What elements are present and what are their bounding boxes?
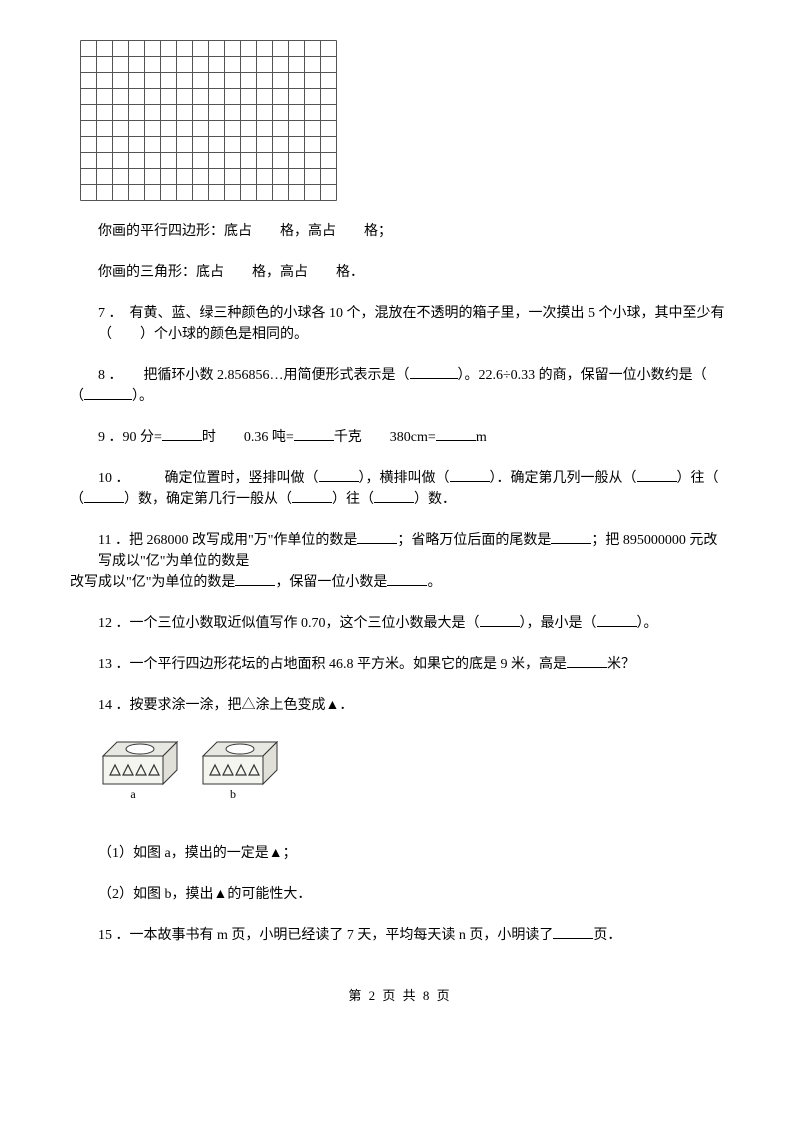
q12-t1: 一个三位小数取近似值写作 0.70，这个三位小数最大是（ [130, 616, 480, 631]
q11-t5: 。 [427, 575, 441, 590]
q12-number: 12 ． [98, 616, 130, 631]
q10-t5: ）数，确定第几行一般从（ [124, 492, 292, 507]
svg-text:b: b [230, 787, 236, 801]
q8-text-c: ）。 [132, 389, 153, 404]
q14-sub-2: （2）如图 b，摸出▲的可能性大． [98, 884, 730, 905]
question-14: 14 ．按要求涂一涂，把△涂上色变成▲． [98, 695, 730, 716]
q13-t2: 米？ [607, 657, 635, 672]
question-7: 7 ． 有黄、蓝、绿三种颜色的小球各 10 个，混放在不透明的箱子里，一次摸出 … [98, 303, 730, 345]
q10-t2: ），横排叫做（ [359, 471, 450, 486]
question-13: 13 ．一个平行四边形花坛的占地面积 46.8 平方米。如果它的底是 9 米，高… [98, 654, 730, 675]
q10-t1: 确定位置时，竖排叫做（ [123, 471, 319, 486]
q13-number: 13 ． [98, 657, 130, 672]
question-12: 12 ．一个三位小数取近似值写作 0.70，这个三位小数最大是（ ），最小是（ ）。 [98, 613, 730, 634]
q8-blank-1[interactable] [410, 365, 458, 379]
q12-blank-1[interactable] [480, 613, 520, 627]
q10-blank-5[interactable] [292, 489, 332, 503]
question-8: 8 ． 把循环小数 2.856856…用简便形式表示是（ ）。22.6÷0.33 … [70, 365, 730, 407]
q12-t3: ）。 [637, 616, 658, 631]
q15-blank-1[interactable] [553, 925, 593, 939]
q10-t7: ）数． [414, 492, 456, 507]
question-11: 11 ．把 268000 改写成用"万"作单位的数是；省略万位后面的尾数是；把 … [70, 530, 730, 593]
q14-t: 按要求涂一涂，把△涂上色变成▲． [130, 698, 354, 713]
q11-t1: 把 268000 改写成用"万"作单位的数是 [129, 533, 357, 548]
svg-text:a: a [130, 787, 136, 801]
q9-a2: 时 0.36 吨= [202, 430, 294, 445]
triangle-prompt: 你画的三角形：底占 格，高占 格． [98, 262, 730, 283]
q10-blank-4[interactable] [84, 489, 124, 503]
q9-a4: m [476, 430, 487, 445]
question-9: 9 ．90 分= 时 0.36 吨= 千克 380cm= m [98, 427, 730, 448]
q11-t2: ；省略万位后面的尾数是 [397, 533, 551, 548]
q12-t2: ），最小是（ [520, 616, 597, 631]
q8-number: 8 ． [98, 368, 116, 383]
q10-t3: ）．确定第几列一般从（ [490, 471, 637, 486]
cubes-svg: ab [98, 736, 298, 816]
answer-grid [80, 40, 730, 201]
q8-text-a: 把循环小数 2.856856…用简便形式表示是（ [116, 368, 410, 383]
question-10: 10 ． 确定位置时，竖排叫做（），横排叫做（）．确定第几列一般从（）往（ （）… [70, 468, 730, 510]
q10-number: 10 ． [98, 471, 123, 486]
q11-blank-2[interactable] [551, 530, 591, 544]
q11-blank-3[interactable] [235, 572, 275, 586]
q10-blank-1[interactable] [319, 468, 359, 482]
q9-blank-1[interactable] [162, 427, 202, 441]
q11-blank-1[interactable] [357, 530, 397, 544]
q11-t4: ，保留一位小数是 [275, 575, 387, 590]
q9-number: 9 ． [98, 430, 123, 445]
q10-t6: ）往（ [332, 492, 374, 507]
parallelogram-prompt: 你画的平行四边形：底占 格，高占 格； [98, 221, 730, 242]
q10-blank-2[interactable] [450, 468, 490, 482]
q7-text: 有黄、蓝、绿三种颜色的小球各 10 个，混放在不透明的箱子里，一次摸出 5 个小… [98, 306, 725, 342]
q11-blank-4[interactable] [387, 572, 427, 586]
q9-blank-2[interactable] [294, 427, 334, 441]
q14-number: 14 ． [98, 698, 130, 713]
q8-blank-2[interactable] [84, 386, 132, 400]
q8-text-b: ）。22.6÷0.33 的商，保留一位小数约是（ [458, 368, 707, 383]
q15-t2: 页． [593, 928, 621, 943]
q13-t1: 一个平行四边形花坛的占地面积 46.8 平方米。如果它的底是 9 米，高是 [130, 657, 568, 672]
q12-blank-2[interactable] [597, 613, 637, 627]
q7-number: 7 ． [98, 306, 116, 321]
q14-sub-1: （1）如图 a，摸出的一定是▲； [98, 843, 730, 864]
q9-a: 90 分= [123, 430, 162, 445]
q9-a3: 千克 380cm= [334, 430, 436, 445]
q15-number: 15 ． [98, 928, 130, 943]
q10-t4: ）往（ [677, 471, 719, 486]
q13-blank-1[interactable] [567, 654, 607, 668]
q10-blank-6[interactable] [374, 489, 414, 503]
q15-t1: 一本故事书有 m 页，小明已经读了 7 天，平均每天读 n 页，小明读了 [130, 928, 554, 943]
q10-blank-3[interactable] [637, 468, 677, 482]
page-footer: 第 2 页 共 8 页 [70, 986, 730, 1006]
q9-blank-3[interactable] [436, 427, 476, 441]
cube-diagram: ab [98, 736, 730, 823]
grid-svg [80, 40, 337, 201]
q11-number: 11 ． [98, 533, 129, 548]
question-15: 15 ．一本故事书有 m 页，小明已经读了 7 天，平均每天读 n 页，小明读了… [98, 925, 730, 946]
